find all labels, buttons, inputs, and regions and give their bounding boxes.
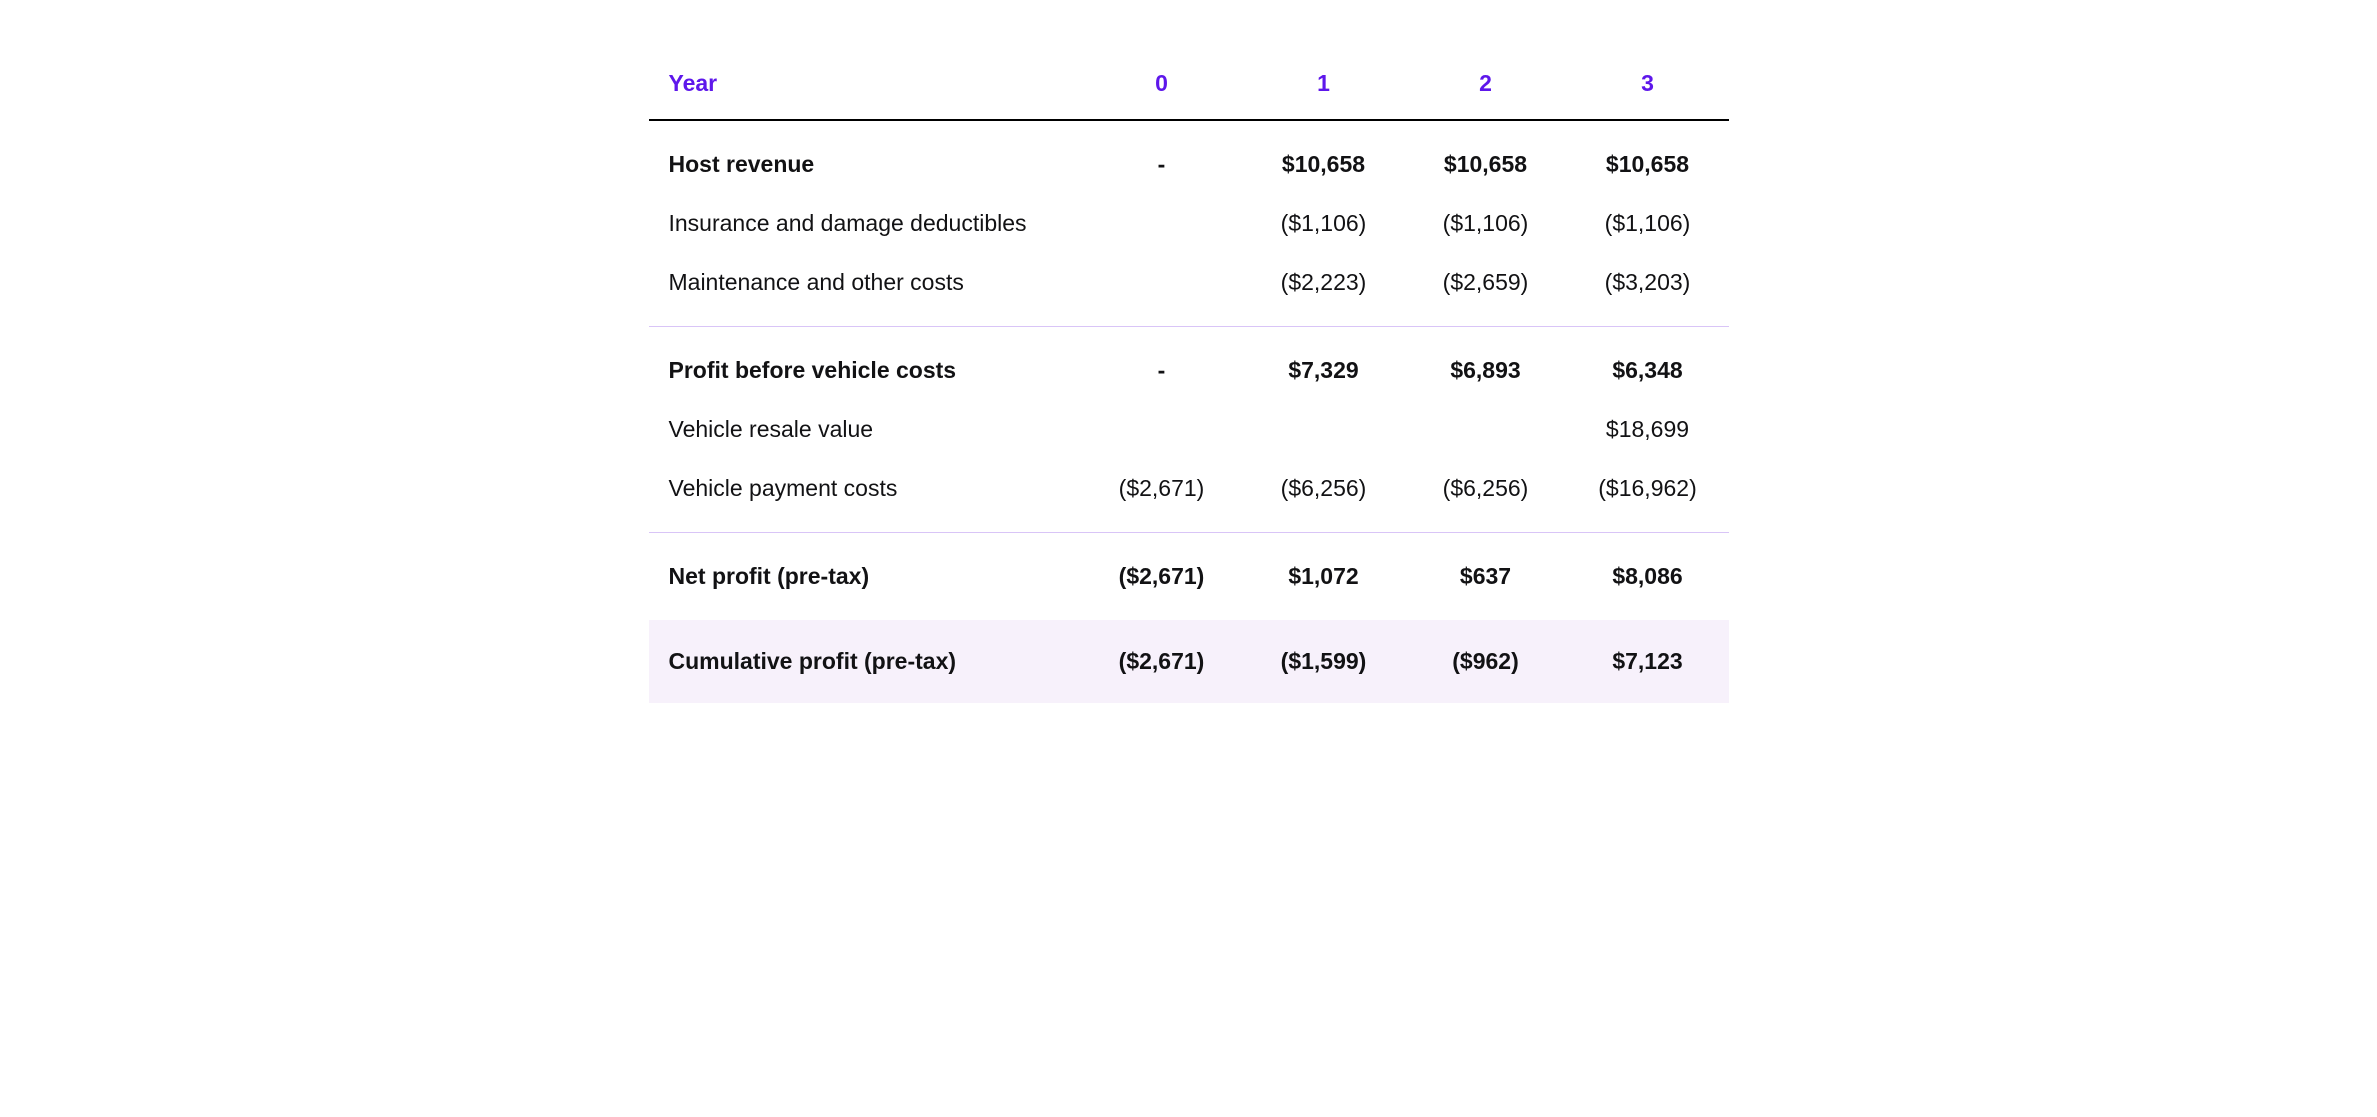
row-value: ($2,671) xyxy=(1081,459,1243,533)
table-header-row: Year 0 1 2 3 xyxy=(649,60,1729,120)
row-value: ($2,671) xyxy=(1081,533,1243,621)
row-value: $18,699 xyxy=(1567,400,1729,459)
header-year-label: Year xyxy=(649,60,1081,120)
row-value: ($1,106) xyxy=(1405,194,1567,253)
row-label: Profit before vehicle costs xyxy=(649,327,1081,401)
row-label: Vehicle resale value xyxy=(649,400,1081,459)
row-value: $10,658 xyxy=(1243,120,1405,194)
row-label: Cumulative profit (pre-tax) xyxy=(649,620,1081,703)
row-value: $6,893 xyxy=(1405,327,1567,401)
row-label: Net profit (pre-tax) xyxy=(649,533,1081,621)
table-row: Vehicle payment costs ($2,671) ($6,256) … xyxy=(649,459,1729,533)
table-row: Profit before vehicle costs - $7,329 $6,… xyxy=(649,327,1729,401)
row-value: ($3,203) xyxy=(1567,253,1729,327)
table-row: Maintenance and other costs ($2,223) ($2… xyxy=(649,253,1729,327)
row-value xyxy=(1243,400,1405,459)
row-value: ($16,962) xyxy=(1567,459,1729,533)
table-row-highlighted: Cumulative profit (pre-tax) ($2,671) ($1… xyxy=(649,620,1729,703)
row-value: $7,123 xyxy=(1567,620,1729,703)
table-row: Vehicle resale value $18,699 xyxy=(649,400,1729,459)
row-value xyxy=(1081,253,1243,327)
row-value: - xyxy=(1081,120,1243,194)
header-year-3: 3 xyxy=(1567,60,1729,120)
row-value: ($2,659) xyxy=(1405,253,1567,327)
row-value: ($1,106) xyxy=(1567,194,1729,253)
row-value: $8,086 xyxy=(1567,533,1729,621)
header-year-2: 2 xyxy=(1405,60,1567,120)
row-value: $10,658 xyxy=(1405,120,1567,194)
table-row: Host revenue - $10,658 $10,658 $10,658 xyxy=(649,120,1729,194)
row-value: $637 xyxy=(1405,533,1567,621)
table-row: Net profit (pre-tax) ($2,671) $1,072 $63… xyxy=(649,533,1729,621)
row-label: Insurance and damage deductibles xyxy=(649,194,1081,253)
row-value: $6,348 xyxy=(1567,327,1729,401)
table: Year 0 1 2 3 Host revenue - $10,658 $10,… xyxy=(649,60,1729,703)
row-value: - xyxy=(1081,327,1243,401)
row-value: ($1,599) xyxy=(1243,620,1405,703)
row-value xyxy=(1081,194,1243,253)
header-year-1: 1 xyxy=(1243,60,1405,120)
row-label: Maintenance and other costs xyxy=(649,253,1081,327)
row-value xyxy=(1405,400,1567,459)
row-label: Vehicle payment costs xyxy=(649,459,1081,533)
header-year-0: 0 xyxy=(1081,60,1243,120)
table-row: Insurance and damage deductibles ($1,106… xyxy=(649,194,1729,253)
row-value: ($1,106) xyxy=(1243,194,1405,253)
row-value: ($2,671) xyxy=(1081,620,1243,703)
row-value: $10,658 xyxy=(1567,120,1729,194)
financial-table: Year 0 1 2 3 Host revenue - $10,658 $10,… xyxy=(649,60,1729,703)
row-value xyxy=(1081,400,1243,459)
row-value: $7,329 xyxy=(1243,327,1405,401)
row-value: ($6,256) xyxy=(1243,459,1405,533)
row-value: ($6,256) xyxy=(1405,459,1567,533)
row-label: Host revenue xyxy=(649,120,1081,194)
row-value: $1,072 xyxy=(1243,533,1405,621)
row-value: ($2,223) xyxy=(1243,253,1405,327)
row-value: ($962) xyxy=(1405,620,1567,703)
